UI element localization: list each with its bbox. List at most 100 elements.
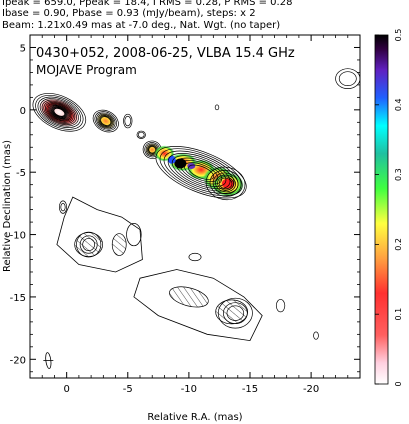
jet-blue-spot bbox=[167, 155, 176, 164]
y-tick-label: -15 bbox=[10, 293, 26, 304]
core-component-contour bbox=[46, 102, 73, 122]
core-component-contour bbox=[44, 101, 74, 123]
pol-lobe-b-contours bbox=[217, 297, 253, 329]
pol-lobe-b-contours-contour bbox=[217, 297, 253, 329]
jet-outer-knot-contour bbox=[215, 174, 236, 193]
polarization-lobes bbox=[56, 196, 263, 342]
pol-lobe-a-hatch bbox=[74, 232, 104, 257]
pol-lobe-b-contours-contour bbox=[226, 305, 245, 321]
pol-lobe-b-hatch bbox=[169, 286, 209, 308]
pol-lobe-b-contours-contour bbox=[223, 302, 248, 324]
chart-subtitle: MOJAVE Program bbox=[36, 63, 137, 77]
pol-lobe-a-contours-contour bbox=[76, 231, 102, 258]
jet-contour bbox=[180, 159, 223, 185]
core-component-color bbox=[39, 98, 80, 127]
knot-a-contour bbox=[99, 115, 113, 127]
jet-contour bbox=[159, 148, 243, 197]
y-axis-label: Relative Declination (mas) bbox=[2, 140, 13, 272]
x-tick-label: -20 bbox=[303, 384, 319, 395]
core-component-contour bbox=[48, 104, 70, 121]
chart-title: 0430+052, 2008-06-25, VLBA 15.4 GHz bbox=[36, 46, 295, 61]
pol-lobe-a-outline bbox=[56, 196, 143, 273]
pol-loop-topright-contour bbox=[338, 71, 357, 86]
pol-loop-6 bbox=[214, 104, 220, 111]
jet-contour bbox=[188, 164, 215, 180]
jet-contour bbox=[175, 157, 227, 187]
core-component-contour bbox=[52, 107, 66, 118]
knot-a-contour bbox=[92, 109, 119, 133]
pol-lobe-a-contours-contour bbox=[79, 235, 98, 254]
pol-loop-topright-contour bbox=[335, 68, 360, 89]
colorbar-tick-label: 0.2 bbox=[394, 238, 403, 251]
colorbar bbox=[374, 34, 389, 385]
core-component-contour bbox=[47, 103, 72, 121]
pol-loop-1-contour bbox=[58, 200, 68, 214]
core-component-contour bbox=[32, 93, 87, 132]
core-component-contour bbox=[52, 107, 67, 118]
core-component-contour bbox=[50, 106, 68, 119]
jet-contour bbox=[184, 162, 219, 183]
core-component-contour bbox=[37, 96, 82, 128]
jet-outer-knot-contour bbox=[212, 172, 239, 195]
pol-loop-topright bbox=[335, 68, 360, 89]
jet-contour bbox=[155, 146, 247, 199]
header-line-1: Ipeak = 659.0, Ppeak = 18.4, I RMS = 0.2… bbox=[2, 0, 293, 8]
x-tick-label: -5 bbox=[123, 384, 133, 395]
pol-loop-2 bbox=[126, 222, 142, 247]
core-component-contour bbox=[39, 98, 79, 127]
image-layer bbox=[32, 68, 360, 369]
jet-outer-knot bbox=[205, 166, 246, 201]
y-tick-label: -10 bbox=[10, 231, 26, 242]
jet-outer-knot-contour bbox=[218, 177, 233, 190]
y-tick-label: -5 bbox=[16, 168, 26, 179]
blob-b bbox=[123, 113, 133, 129]
axes: 0 -5 -10 -15 -20 5 0 -5 -10 -15 -20 bbox=[10, 35, 360, 395]
pol-loop-2-contour bbox=[126, 222, 142, 247]
pol-lobe-b-outline bbox=[133, 269, 263, 342]
pol-loop-1-contour bbox=[60, 203, 66, 212]
pol-loop-3-contour bbox=[275, 299, 286, 313]
x-axis-label: Relative R.A. (mas) bbox=[147, 412, 242, 423]
colorbar-tick-label: 0.1 bbox=[394, 308, 403, 321]
blob-b-contour bbox=[124, 115, 132, 127]
knot-a bbox=[92, 109, 119, 133]
pol-loop-3 bbox=[275, 299, 286, 313]
y-tick-label: 0 bbox=[20, 106, 26, 117]
knot-a-contour bbox=[94, 111, 118, 131]
knot-a-contour bbox=[97, 113, 115, 129]
core-component bbox=[32, 93, 87, 132]
core-component-contour bbox=[53, 108, 66, 117]
jet-outer-knot-contour bbox=[209, 170, 242, 197]
header-line-2: Ibase = 0.90, Pbase = 0.93 (mJy/beam), s… bbox=[2, 8, 256, 19]
y-tick-label: -20 bbox=[10, 355, 26, 366]
pol-loop-4-contour bbox=[188, 252, 202, 262]
core-component-contour bbox=[43, 100, 76, 124]
pol-loop-5-contour bbox=[313, 331, 319, 340]
colorbar-tick-label: 0.5 bbox=[394, 29, 403, 42]
core-component-contour bbox=[49, 105, 69, 120]
pol-loop-6-contour bbox=[214, 104, 220, 111]
blob-c-contour bbox=[136, 130, 146, 139]
core-component-contour bbox=[41, 99, 77, 126]
jet-outer-knot-contour bbox=[205, 166, 246, 201]
header-line-3: Beam: 1.21x0.49 mas at -7.0 deg., Nat. W… bbox=[2, 20, 281, 31]
colorbar-ticks: 0 0.1 0.2 0.3 0.4 0.5 bbox=[375, 29, 403, 387]
knot-a-contour bbox=[98, 114, 114, 128]
pol-lobe-a-contours-contour bbox=[82, 238, 96, 252]
colorbar-tick-label: 0 bbox=[394, 381, 403, 386]
pol-lobe-b2-hatch bbox=[215, 299, 249, 325]
jet-outer-knot-contour bbox=[217, 176, 234, 191]
plot-frame bbox=[29, 34, 361, 379]
knot-a-contour bbox=[96, 112, 116, 130]
pol-loop-4 bbox=[188, 252, 202, 262]
colorbar-tick-label: 0.4 bbox=[394, 98, 403, 111]
core-component-contour bbox=[35, 94, 84, 130]
core-component-contour bbox=[51, 106, 68, 119]
y-tick-label: 5 bbox=[20, 43, 26, 54]
x-tick-label: -15 bbox=[242, 384, 258, 395]
pol-lobe-a-contours bbox=[76, 231, 102, 258]
jet-purple-spot bbox=[187, 162, 196, 169]
jet-contour bbox=[171, 155, 231, 190]
knot-a-contour bbox=[100, 116, 112, 126]
